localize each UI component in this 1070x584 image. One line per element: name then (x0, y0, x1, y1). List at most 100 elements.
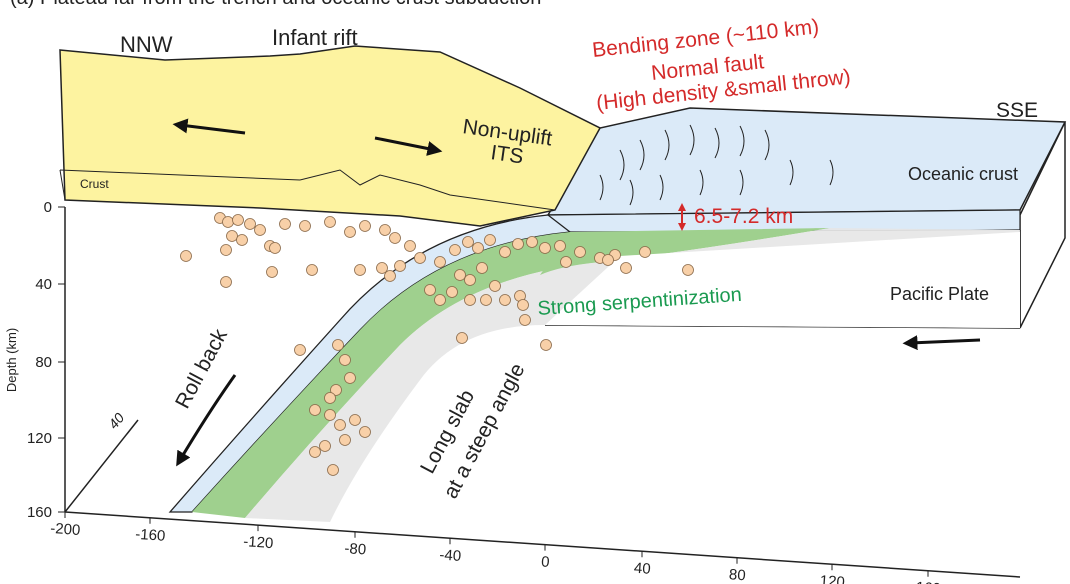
depth-tick-label: 40 (105, 410, 127, 432)
label: NNW (120, 32, 173, 57)
earthquake (455, 270, 466, 281)
earthquake (447, 287, 458, 298)
earthquake (280, 219, 291, 230)
earthquake (425, 285, 436, 296)
y-tick-label: 160 (27, 504, 52, 521)
earthquake (345, 227, 356, 238)
earthquake (473, 243, 484, 254)
earthquake (518, 300, 529, 311)
title: (a) Plateau far from the trench and ocea… (10, 0, 541, 9)
x-tick-label: -120 (243, 533, 274, 552)
earthquake (481, 295, 492, 306)
arrow (910, 340, 980, 343)
earthquake (227, 231, 238, 242)
earthquake (333, 340, 344, 351)
earthquake (640, 247, 651, 258)
earthquake (223, 217, 234, 228)
earthquake (310, 405, 321, 416)
earthquake (457, 333, 468, 344)
earthquake (603, 255, 614, 266)
earthquake (463, 237, 474, 248)
label: Infant rift (272, 25, 358, 50)
label: ITS (489, 141, 525, 168)
y-tick-label: 0 (44, 199, 52, 216)
earthquake (245, 219, 256, 230)
earthquake (500, 295, 511, 306)
earthquake (683, 265, 694, 276)
earthquake (350, 415, 361, 426)
x-tick-label: 80 (728, 566, 746, 584)
label: Pacific Plate (890, 284, 989, 304)
earthquake (465, 275, 476, 286)
earthquake (465, 295, 476, 306)
depth-axis (65, 420, 138, 512)
earthquake (181, 251, 192, 262)
earthquake (307, 265, 318, 276)
label: Bending zone (~110 km) (591, 15, 820, 62)
earthquake (335, 420, 346, 431)
label: SSE (996, 99, 1038, 122)
earthquake (325, 410, 336, 421)
earthquake (405, 241, 416, 252)
earthquake (345, 373, 356, 384)
label: Roll back (171, 325, 232, 412)
earthquake (270, 243, 281, 254)
earthquake (520, 315, 531, 326)
earthquake (435, 257, 446, 268)
earthquake (300, 221, 311, 232)
earthquake (328, 465, 339, 476)
label: Oceanic crust (908, 164, 1018, 184)
earthquake (385, 271, 396, 282)
earthquake (450, 245, 461, 256)
earthquake (490, 281, 501, 292)
x-tick-label: -160 (135, 526, 166, 545)
earthquake (320, 441, 331, 452)
earthquake (221, 245, 232, 256)
earthquake (477, 263, 488, 274)
earthquake (221, 277, 232, 288)
x-tick-label: -40 (439, 546, 462, 564)
earthquake (325, 393, 336, 404)
earthquake (237, 235, 248, 246)
earthquake (255, 225, 266, 236)
earthquake (541, 340, 552, 351)
x-tick-label: 120 (819, 572, 845, 584)
earthquake (415, 253, 426, 264)
earthquake (485, 235, 496, 246)
earthquake (500, 247, 511, 258)
x-tick-label: -200 (50, 520, 81, 539)
y-tick-label: 40 (35, 276, 52, 293)
earthquake (575, 247, 586, 258)
earthquake (233, 215, 244, 226)
label: 6.5-7.2 km (694, 205, 793, 228)
earthquake (380, 225, 391, 236)
earthquake (360, 427, 371, 438)
earthquake (527, 237, 538, 248)
earthquake (340, 435, 351, 446)
earthquake (390, 233, 401, 244)
earthquake (355, 265, 366, 276)
earthquake (435, 295, 446, 306)
y-tick-label: 120 (27, 430, 52, 447)
earthquake (395, 261, 406, 272)
earthquake (621, 263, 632, 274)
earthquake (540, 243, 551, 254)
earthquake (310, 447, 321, 458)
earthquake (360, 221, 371, 232)
earthquake (325, 217, 336, 228)
x-tick-label: 160 (915, 579, 941, 584)
y-axis-title: Depth (km) (4, 328, 19, 392)
y-tick-label: 80 (35, 354, 52, 371)
earthquake (295, 345, 306, 356)
x-tick-label: 40 (633, 560, 651, 578)
oceanic-top (548, 108, 1065, 215)
earthquake (555, 241, 566, 252)
x-tick-label: -80 (344, 540, 367, 558)
earthquake (561, 257, 572, 268)
earthquake (513, 239, 524, 250)
earthquake (340, 355, 351, 366)
label: Crust (80, 177, 109, 191)
diagram: (a) Plateau far from the trench and ocea… (0, 0, 1070, 584)
x-tick-label: 0 (541, 553, 551, 571)
earthquake (267, 267, 278, 278)
